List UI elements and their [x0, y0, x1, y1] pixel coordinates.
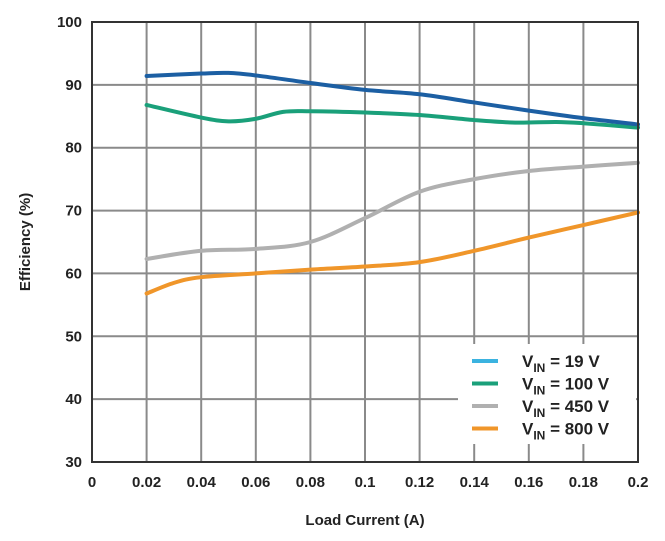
legend-label-v: V — [522, 375, 534, 394]
series-line — [144, 160, 640, 261]
legend-label-value: = 800 V — [545, 420, 609, 439]
y-tick-label: 100 — [57, 14, 82, 31]
legend-label-v: V — [522, 352, 534, 371]
x-tick-label: 0 — [88, 474, 96, 491]
x-tick-label: 0.14 — [460, 474, 490, 491]
legend-label-v: V — [522, 397, 534, 416]
x-tick-label: 0.1 — [355, 474, 376, 491]
y-axis-label: Efficiency (%) — [17, 193, 34, 291]
legend-label-value: = 450 V — [545, 397, 609, 416]
legend-label: VIN = 100 V — [522, 375, 610, 398]
legend-label-sub: IN — [533, 361, 545, 375]
y-tick-label: 70 — [65, 203, 82, 220]
x-tick-label: 0.08 — [296, 474, 325, 491]
legend-label-sub: IN — [533, 429, 545, 443]
y-tick-label: 30 — [65, 454, 82, 471]
plot-frame — [91, 21, 639, 463]
x-tick-label: 0.18 — [569, 474, 598, 491]
x-tick-label: 0.16 — [514, 474, 543, 491]
legend-label-value: = 19 V — [545, 352, 600, 371]
tick-labels: 0 0.02 0.04 0.06 0.08 0.1 0.12 0.14 0.16 0.18 0.2 3… — [57, 14, 648, 491]
series-line — [144, 70, 640, 127]
y-tick-label: 60 — [65, 265, 82, 282]
series-line — [144, 210, 640, 296]
legend-label: VIN = 450 V — [522, 397, 610, 420]
y-tick-label: 50 — [65, 328, 82, 345]
legend-label: VIN = 800 V — [522, 420, 610, 443]
x-tick-label: 0.06 — [241, 474, 270, 491]
legend-label-sub: IN — [533, 384, 545, 398]
x-tick-label: 0.2 — [628, 474, 649, 491]
y-tick-label: 80 — [65, 140, 82, 157]
x-tick-label: 0.12 — [405, 474, 434, 491]
x-axis-label: Load Current (A) — [305, 512, 424, 529]
legend-label-v: V — [522, 420, 534, 439]
x-tick-label: 0.04 — [187, 474, 217, 491]
x-tick-label: 0.02 — [132, 474, 161, 491]
series-line — [144, 102, 640, 130]
y-tick-label: 90 — [65, 77, 82, 94]
y-tick-label: 40 — [65, 391, 82, 408]
series-lines — [144, 70, 640, 296]
legend-label-sub: IN — [533, 406, 545, 420]
legend-label-value: = 100 V — [545, 375, 609, 394]
legend-label: VIN = 19 V — [522, 352, 600, 375]
